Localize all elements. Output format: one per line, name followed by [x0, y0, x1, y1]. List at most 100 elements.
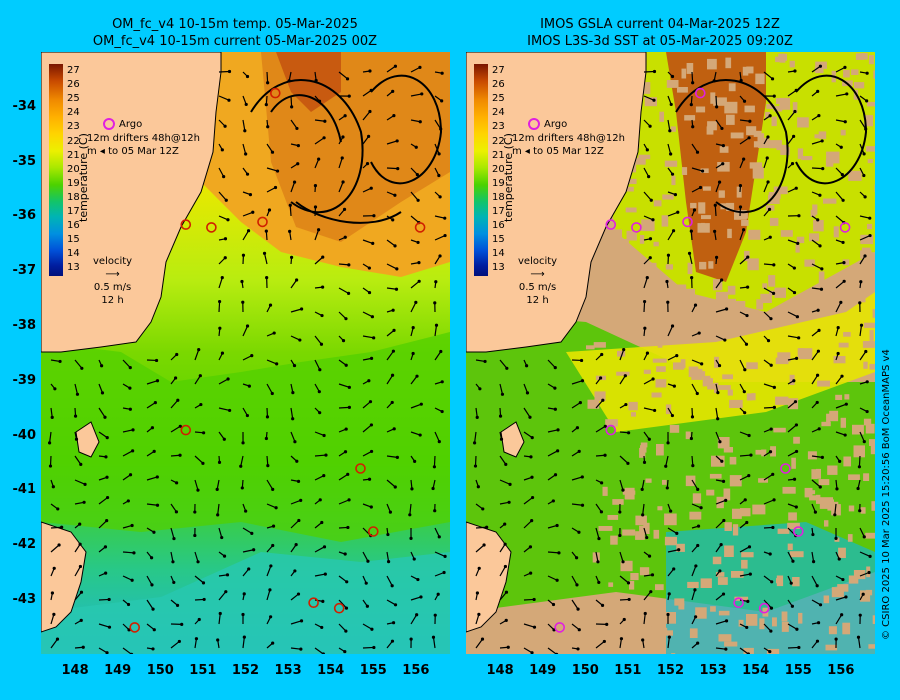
cloud-pixel — [723, 447, 733, 453]
velocity-arrow — [595, 425, 606, 433]
velocity-arrow-head — [551, 499, 555, 503]
velocity-arrow — [386, 374, 394, 385]
cloud-pixel — [782, 486, 796, 494]
argo-float-marker — [605, 219, 617, 230]
velocity-arrow-head — [794, 356, 799, 360]
longitude-tick-label: 152 — [656, 663, 685, 678]
velocity-arrow-head — [321, 285, 325, 289]
velocity-arrow-head — [669, 102, 673, 107]
cloud-pixel — [773, 427, 786, 433]
velocity-arrow — [410, 596, 422, 601]
velocity-arrow-head — [321, 652, 325, 654]
velocity-arrow-head — [155, 475, 159, 479]
velocity-arrow — [667, 549, 679, 553]
velocity-arrow-head — [291, 417, 295, 421]
drifters-legend-sst: 12m drifters 48h@12h m ◂ to 05 Mar 12Z — [512, 133, 625, 157]
cloud-pixel — [655, 379, 667, 388]
velocity-arrow — [643, 407, 655, 412]
velocity-arrow-head — [772, 385, 776, 389]
colorbar-tick-label: 24 — [492, 107, 505, 119]
velocity-arrow — [835, 191, 844, 201]
velocity-arrow-head — [818, 485, 822, 489]
cloud-pixel — [842, 259, 850, 266]
cloud-pixel — [816, 468, 821, 479]
argo-float-marker — [758, 602, 770, 614]
cloud-pixel — [833, 356, 846, 364]
velocity-arrow-head — [227, 69, 232, 74]
velocity-arrow-head — [858, 301, 862, 305]
argo-float-marker — [780, 463, 791, 474]
argo-floats-layer-sst — [554, 87, 851, 633]
left-title-line2: OM_fc_v4 10-15m current 05-Mar-2025 00Z — [92, 34, 378, 49]
velocity-arrow-head — [132, 551, 136, 555]
velocity-arrow — [410, 302, 417, 313]
cloud-pixel — [630, 412, 636, 417]
velocity-arrow-head — [418, 433, 422, 437]
model-temperature-map: 27 26 25 24 23 22 21 20 19 18 17 16 15 14 13 temperatu… — [41, 52, 450, 654]
cloud-pixel — [729, 456, 737, 465]
velocity-arrow — [194, 551, 199, 562]
velocity-arrow-head — [343, 114, 347, 118]
cloud-pixel — [591, 256, 598, 265]
velocity-arrow-head — [216, 638, 220, 642]
cloud-pixel — [620, 239, 629, 251]
velocity-arrow — [834, 503, 837, 515]
longitude-tick-label: 152 — [231, 663, 260, 678]
velocity-arrow-head — [640, 487, 644, 492]
velocity-arrow — [835, 614, 843, 625]
latitude-tick-label: -43 — [12, 592, 37, 607]
velocity-arrow-head — [652, 98, 656, 102]
velocity-arrow-head — [288, 229, 292, 233]
velocity-arrow-head — [651, 218, 655, 222]
velocity-arrow — [434, 551, 446, 557]
velocity-arrow-head — [596, 560, 600, 564]
cloud-pixel — [776, 578, 783, 584]
velocity-arrow-head — [816, 621, 821, 625]
velocity-arrow — [691, 565, 697, 577]
velocity-arrow — [859, 143, 865, 155]
cloud-pixel — [833, 226, 839, 238]
velocity-arrow-head — [240, 486, 244, 490]
cloud-pixel — [640, 442, 648, 448]
velocity-arrow — [571, 575, 578, 586]
cloud-pixel — [728, 83, 736, 92]
colorbar-tick-label: 27 — [492, 65, 505, 76]
velocity-arrow — [410, 403, 422, 409]
velocity-arrow-head — [857, 465, 862, 469]
cloud-pixel — [669, 424, 680, 433]
velocity-arrow — [242, 637, 245, 649]
velocity-arrow-head — [104, 455, 108, 459]
velocity-arrow — [811, 479, 821, 488]
velocity-arrow — [499, 479, 511, 485]
cloud-pixel — [671, 653, 676, 654]
cloud-pixel — [842, 622, 851, 635]
velocity-arrow-head — [580, 503, 585, 507]
velocity-arrow-head — [859, 280, 863, 284]
velocity-arrow — [763, 599, 772, 609]
velocity-arrow — [362, 89, 372, 97]
velocity-arrow-head — [437, 152, 441, 156]
velocity-arrow-head — [723, 338, 727, 342]
velocity-arrow — [122, 359, 131, 369]
cloud-pixel — [678, 603, 685, 610]
velocity-arrow — [763, 157, 768, 169]
velocity-arrow-head — [322, 433, 326, 438]
velocity-arrow-head — [317, 157, 321, 161]
velocity-arrow-head — [745, 520, 749, 525]
velocity-arrow-head — [643, 326, 647, 330]
velocity-arrow-head — [721, 479, 726, 483]
cloud-pixel — [640, 632, 647, 644]
right-panel-title: IMOS GSLA current 04-Mar-2025 12Z IMOS L… — [440, 16, 880, 50]
velocity-arrow-head — [104, 571, 108, 575]
cloud-pixel — [755, 317, 761, 330]
velocity-arrow-head — [553, 407, 557, 411]
velocity-arrow-head — [80, 366, 84, 370]
velocity-arrow-head — [222, 437, 226, 441]
velocity-arrow-head — [844, 402, 848, 406]
velocity-arrow-head — [504, 618, 508, 622]
velocity-arrow-head — [719, 543, 723, 547]
velocity-arrow-head — [748, 119, 752, 123]
velocity-arrow — [266, 503, 277, 509]
cloud-pixel — [643, 522, 650, 534]
colorbar-tick-label: 13 — [492, 262, 505, 274]
